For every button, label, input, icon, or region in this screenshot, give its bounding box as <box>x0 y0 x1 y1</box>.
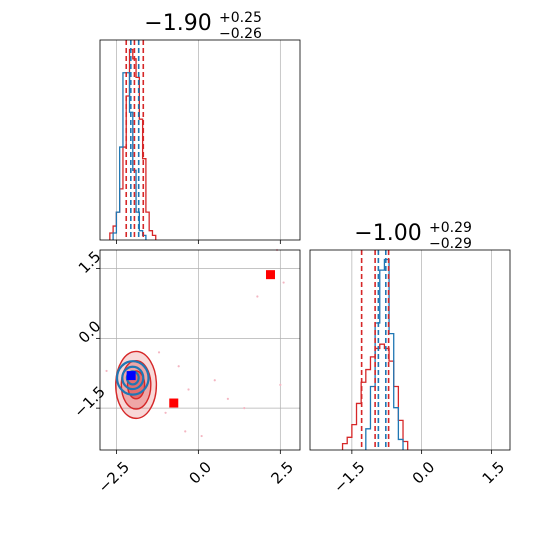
panel-title-value: −1.00 <box>354 221 421 246</box>
panel-title-lower: −0.26 <box>219 26 262 42</box>
histogram-series-2 <box>365 258 404 450</box>
x-tick-label: −2.5 <box>95 458 133 496</box>
scatter-point <box>187 388 190 391</box>
reference-marker <box>126 371 136 381</box>
x-tick-label: 2.5 <box>267 458 297 488</box>
scatter-point <box>243 407 246 410</box>
outlier-marker <box>265 270 275 280</box>
x-tick-label: 0.0 <box>409 458 439 488</box>
contour-level <box>121 365 145 391</box>
scatter-point <box>177 365 180 368</box>
scatter-point <box>279 383 282 386</box>
outlier-marker <box>169 398 179 408</box>
scatter-point <box>282 281 285 284</box>
x-tick-label: −1.5 <box>330 458 368 496</box>
contour-level <box>115 360 150 396</box>
x-tick-label: 1.5 <box>479 458 509 488</box>
panel-title-upper: +0.29 <box>429 220 472 236</box>
scatter-point <box>164 411 167 414</box>
histogram-axes-frame <box>99 39 301 241</box>
panel-title-upper: +0.25 <box>219 10 262 26</box>
x-tick-label: 0.0 <box>186 458 216 488</box>
marginal-histogram-1: −1.90 +0.25−0.26 <box>99 10 301 244</box>
scatter-point <box>200 434 203 438</box>
scatter-point <box>213 379 216 382</box>
scatter-point <box>157 351 161 354</box>
scatter-point <box>256 295 259 298</box>
scatter-point <box>226 397 229 400</box>
y-tick-label: −1.5 <box>70 383 108 421</box>
marginal-histogram-2: −1.5 0.0 1.5 −1.00 +0.29−0.29 <box>309 220 511 497</box>
scatter-point <box>184 430 187 433</box>
histogram-axes-frame <box>309 249 511 451</box>
scatter-point <box>105 369 108 373</box>
joint-axes-frame <box>99 249 301 451</box>
joint-contour-plot: −2.5 0.0 2.5−1.50.01.5 <box>70 247 301 497</box>
panel-title-lower: −0.29 <box>429 236 472 252</box>
panel-title-value: −1.90 <box>144 11 211 36</box>
histogram-series-2 <box>112 72 147 240</box>
